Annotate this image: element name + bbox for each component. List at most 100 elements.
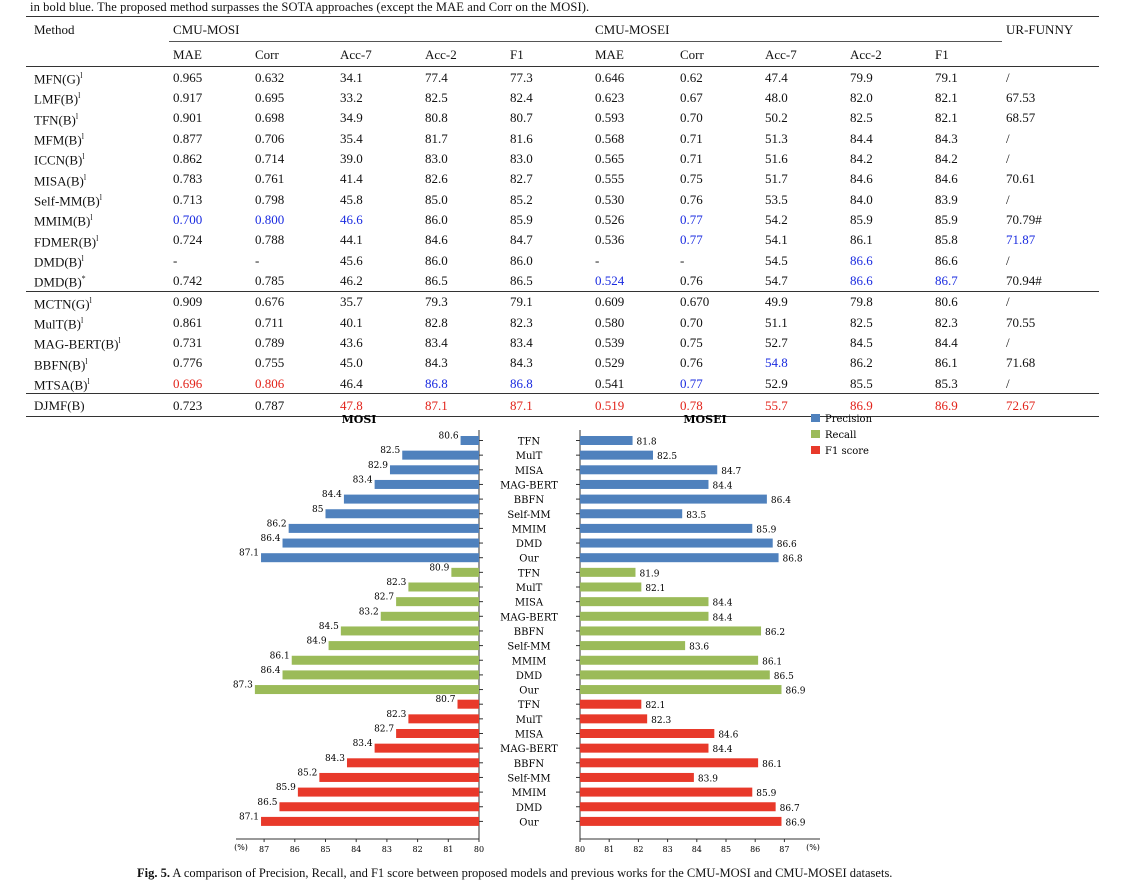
category-label: MAG-BERT xyxy=(500,480,558,491)
table-cell: 83.0 xyxy=(510,150,533,166)
mosei-bar-value: 86.4 xyxy=(771,496,791,506)
method-name-cell: DJMF(B) xyxy=(26,393,169,418)
metric-header: Acc-2 xyxy=(846,41,931,67)
method-footnote-mark: l xyxy=(85,356,88,366)
table-cell: 86.5 xyxy=(425,272,448,288)
table-cell: 86.1 xyxy=(850,232,873,248)
table-cell: 0.62 xyxy=(680,69,703,85)
figure-label: Fig. 5. xyxy=(137,866,170,880)
mosei-bar xyxy=(580,816,782,826)
table-cell: 0.632 xyxy=(255,69,285,85)
table-caption-text: in bold blue. The proposed method surpas… xyxy=(30,0,590,14)
table-cell: 85.5 xyxy=(850,375,873,391)
table-cell: 70.79# xyxy=(1006,211,1042,227)
table-cell: 86.6 xyxy=(935,252,958,268)
table-cell: 0.761 xyxy=(255,171,285,187)
mosi-bar-value: 83.4 xyxy=(353,475,373,485)
mosei-bar-value: 82.3 xyxy=(651,716,671,726)
table-cell: 0.75 xyxy=(680,171,703,187)
table-cell: 0.861 xyxy=(173,314,203,330)
table-cell: 87.1 xyxy=(421,393,506,418)
method-name-cell: MMIM(B)l xyxy=(26,209,169,229)
category-label: TFN xyxy=(518,700,541,711)
category-label: BBFN xyxy=(514,627,545,638)
table-cell: 82.4 xyxy=(510,89,533,105)
table-body: MFN(G)l 0.965 0.632 34.1 77.4 77.3 0.646 0.62 47… xyxy=(26,67,1100,418)
metric-header: Acc-7 xyxy=(336,41,421,67)
table-cell: / xyxy=(1006,334,1010,350)
mosi-bar xyxy=(319,772,479,782)
table-cell: 72.67 xyxy=(1002,393,1100,418)
mosi-bar xyxy=(340,626,479,636)
category-label: MulT xyxy=(516,451,543,462)
method-name-cell: DMD(B)l xyxy=(26,250,169,270)
category-label: Self-MM xyxy=(507,773,550,784)
table-cell: 84.5 xyxy=(850,334,873,350)
table-cell: / xyxy=(1006,130,1010,146)
method-footnote-mark: l xyxy=(80,71,83,80)
table-cell: 70.94# xyxy=(1006,272,1042,288)
table-cell: 77.3 xyxy=(510,69,533,85)
table-cell: 54.1 xyxy=(765,232,788,248)
table-cell: / xyxy=(1006,150,1010,166)
table-cell: 84.3 xyxy=(425,355,448,371)
table-row: MMIM(B)l 0.700 0.800 46.6 86.0 85.9 0.526 0.77 5… xyxy=(26,209,1099,229)
table-cell: 68.57 xyxy=(1006,110,1036,126)
mosei-bar-value: 83.5 xyxy=(686,511,706,521)
table-cell: 0.706 xyxy=(255,130,285,146)
table-cell: 0.787 xyxy=(251,393,336,418)
table-cell: 0.646 xyxy=(595,69,625,85)
method-name: DJMF(B) xyxy=(34,397,85,413)
table-cell: 84.6 xyxy=(425,232,448,248)
mosei-bar xyxy=(580,685,782,695)
mosi-bar xyxy=(457,699,479,709)
mosei-bar-value: 86.7 xyxy=(780,804,800,814)
mosi-bar xyxy=(408,714,479,724)
table-cell: 80.7 xyxy=(510,110,533,126)
table-cell: 82.1 xyxy=(935,89,958,105)
mosi-bar xyxy=(389,465,479,475)
table-cell: 0.800 xyxy=(255,211,285,227)
table-cell: 0.742 xyxy=(173,272,203,288)
table-cell: 82.3 xyxy=(510,314,533,330)
method-name-cell: BBFN(B)l xyxy=(26,353,169,373)
method-name-cell: MCTN(G)l xyxy=(26,290,169,312)
table-cell: 84.0 xyxy=(850,191,873,207)
table-cell: 0.71 xyxy=(680,130,703,146)
category-label: MulT xyxy=(516,583,543,594)
table-cell: 0.77 xyxy=(680,232,703,248)
table-cell: 85.8 xyxy=(935,232,958,248)
table-cell: 0.965 xyxy=(173,69,203,85)
table-cell: 0.536 xyxy=(595,232,625,248)
table-cell: 0.519 xyxy=(591,393,676,418)
table-cell: 0.67 xyxy=(680,89,703,105)
mosei-bar xyxy=(580,787,753,797)
table-cell: 84.6 xyxy=(850,171,873,187)
mosi-bar xyxy=(291,655,479,665)
table-cell: 86.0 xyxy=(425,252,448,268)
table-cell: 82.5 xyxy=(850,314,873,330)
table-cell: 86.9 xyxy=(846,393,931,418)
mosei-bar-value: 83.6 xyxy=(689,643,709,653)
table-cell: 86.0 xyxy=(510,252,533,268)
method-name: LMF(B) xyxy=(34,91,79,107)
mosei-bar xyxy=(580,714,648,724)
mosi-bar xyxy=(374,743,479,753)
mosi-x-tick-label: 83 xyxy=(382,845,392,854)
table-cell: 81.6 xyxy=(510,130,533,146)
mosi-bar-value: 87.1 xyxy=(239,812,259,822)
mosi-header: CMU-MOSI xyxy=(169,16,591,42)
table-cell: 0.530 xyxy=(595,191,625,207)
table-cell: 77.4 xyxy=(425,69,448,85)
table-cell: 83.9 xyxy=(935,191,958,207)
method-name: MTSA(B) xyxy=(34,377,88,393)
table-cell: 0.731 xyxy=(173,334,203,350)
table-cell: 0.783 xyxy=(173,171,203,187)
table-cell: 53.5 xyxy=(765,191,788,207)
method-name-cell: MAG-BERT(B)l xyxy=(26,332,169,352)
table-cell: 52.7 xyxy=(765,334,788,350)
table-cell: 0.877 xyxy=(173,130,203,146)
mosi-bar-value: 84.5 xyxy=(319,622,339,632)
table-cell: 0.776 xyxy=(173,355,203,371)
mosei-bar xyxy=(580,597,709,607)
